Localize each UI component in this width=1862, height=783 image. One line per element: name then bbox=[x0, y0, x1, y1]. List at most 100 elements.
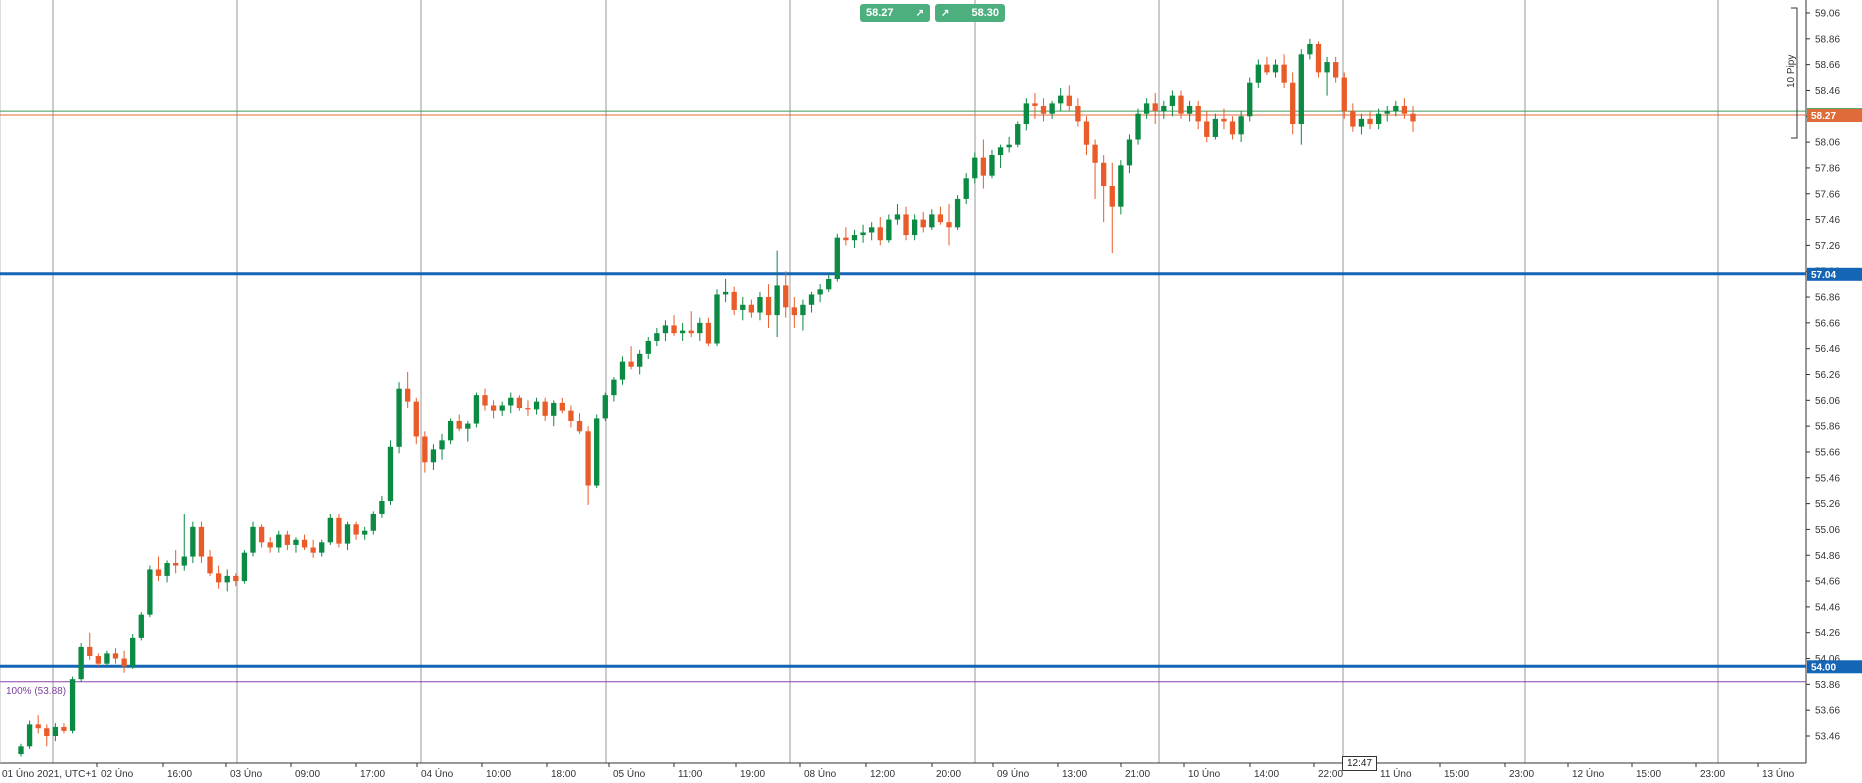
candle bbox=[95, 653, 101, 667]
candle-body bbox=[1384, 111, 1390, 114]
candle-body bbox=[1375, 113, 1382, 125]
candle bbox=[576, 413, 583, 434]
buy-price: 58.30 bbox=[971, 7, 999, 19]
candle bbox=[568, 405, 574, 428]
candle-body bbox=[1238, 116, 1244, 135]
candle-body bbox=[1247, 82, 1253, 117]
candle bbox=[1393, 100, 1399, 117]
candle bbox=[1143, 98, 1150, 119]
candle bbox=[516, 395, 523, 411]
grid-layer bbox=[0, 0, 1807, 764]
candle-body bbox=[1040, 105, 1047, 114]
time-tick-label: 10 Úno bbox=[1188, 767, 1221, 780]
candle bbox=[405, 371, 411, 409]
time-axis: 01 Úno 2021, UTC+1 02 Úno 16:00 03 Úno 09:00… bbox=[2, 763, 1795, 780]
candle bbox=[362, 526, 368, 540]
candle-body bbox=[1341, 77, 1347, 112]
candle bbox=[1118, 160, 1124, 215]
candle bbox=[1006, 136, 1012, 153]
buy-button[interactable]: ↗ 58.30 bbox=[935, 4, 1005, 22]
price-tick-label: 53.66 bbox=[1815, 706, 1840, 717]
time-tick-label: 15:00 bbox=[1444, 769, 1469, 780]
candle-body bbox=[35, 724, 41, 729]
candle-body bbox=[1126, 139, 1133, 166]
candle bbox=[920, 211, 926, 233]
candle-body bbox=[722, 291, 729, 295]
candle bbox=[1186, 100, 1193, 122]
candle-body bbox=[748, 304, 755, 313]
candle-body bbox=[997, 147, 1004, 156]
time-tick-label: 20:00 bbox=[936, 769, 961, 780]
candle bbox=[937, 206, 944, 225]
candle-body bbox=[130, 637, 136, 667]
candle-body bbox=[1281, 64, 1287, 83]
candle-body bbox=[95, 655, 101, 664]
candle bbox=[1401, 98, 1408, 119]
candle bbox=[1358, 113, 1365, 135]
candle bbox=[490, 400, 497, 419]
price-tick-label: 56.46 bbox=[1815, 344, 1840, 355]
candle-body bbox=[980, 157, 987, 176]
candle bbox=[722, 278, 729, 303]
candle bbox=[877, 216, 883, 246]
candle bbox=[911, 214, 918, 241]
candle bbox=[155, 556, 162, 582]
candle bbox=[422, 431, 428, 473]
candle-body bbox=[645, 340, 651, 354]
candle-body bbox=[1092, 144, 1098, 163]
candle bbox=[35, 715, 41, 734]
candle bbox=[1238, 111, 1244, 143]
candle-body bbox=[112, 653, 119, 659]
candle bbox=[301, 534, 308, 551]
candle-body bbox=[576, 420, 583, 432]
candle bbox=[1152, 93, 1158, 125]
candle-body bbox=[1006, 144, 1012, 148]
candle bbox=[1324, 56, 1330, 96]
candle-body bbox=[1066, 95, 1072, 106]
candle-body bbox=[714, 294, 720, 344]
candle-body bbox=[1272, 64, 1279, 73]
candle-body bbox=[611, 379, 617, 396]
pips-scale-label: 10 Pipy bbox=[1786, 54, 1797, 88]
candle-body bbox=[869, 227, 875, 233]
candle bbox=[869, 222, 875, 241]
candle-body bbox=[1410, 113, 1416, 122]
candle bbox=[1367, 111, 1373, 130]
candle-body bbox=[1178, 95, 1184, 114]
candle-body bbox=[1186, 105, 1193, 114]
candle bbox=[662, 320, 669, 341]
candle bbox=[765, 284, 772, 329]
candle-body bbox=[18, 746, 24, 755]
candle bbox=[1015, 121, 1021, 148]
price-badges: 57.04 54.00 58.27 bbox=[1807, 108, 1862, 674]
candle-body bbox=[241, 552, 248, 582]
candle-body bbox=[972, 157, 978, 179]
candle-body bbox=[946, 222, 952, 228]
candle-body bbox=[1075, 105, 1081, 122]
candle bbox=[18, 743, 24, 757]
candle-body bbox=[499, 405, 505, 411]
candle-body bbox=[929, 214, 935, 228]
candle bbox=[293, 537, 299, 553]
candle-body bbox=[559, 402, 565, 411]
candle-body bbox=[1229, 121, 1236, 135]
candle bbox=[1092, 139, 1098, 199]
candle-body bbox=[405, 388, 411, 402]
candle bbox=[276, 530, 282, 553]
candle bbox=[1229, 116, 1236, 140]
sell-button[interactable]: 58.27 ↗ bbox=[860, 4, 930, 22]
candle bbox=[1135, 108, 1141, 145]
candle-body bbox=[473, 395, 480, 424]
current-price-badge: 58.27 bbox=[1811, 111, 1836, 122]
sell-arrow-icon: ↗ bbox=[915, 7, 924, 19]
candle-body bbox=[164, 562, 170, 576]
candle-body bbox=[783, 285, 789, 308]
candle-body bbox=[1143, 103, 1150, 114]
candle bbox=[679, 322, 686, 341]
time-tick-label: 14:00 bbox=[1254, 769, 1279, 780]
candle bbox=[1083, 116, 1090, 156]
candle-body bbox=[894, 214, 901, 220]
candle bbox=[69, 676, 76, 734]
